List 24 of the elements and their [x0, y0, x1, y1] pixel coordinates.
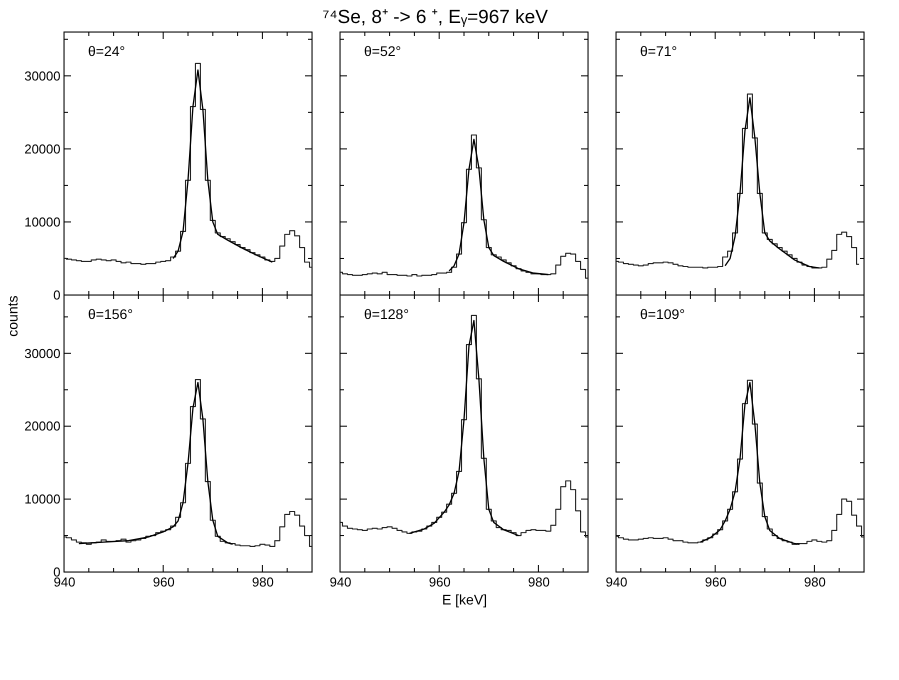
x-tick-label: 980: [528, 574, 550, 590]
y-tick-label: 10000: [24, 492, 60, 507]
y-axis-title: counts: [4, 296, 20, 337]
y-tick-label: 30000: [24, 346, 60, 361]
y-tick-label: 20000: [24, 418, 60, 434]
y-tick-label: 30000: [24, 68, 60, 84]
annotation: θ=71°: [640, 43, 678, 59]
y-tick-label: 20000: [24, 141, 60, 156]
annotation: θ=128°: [364, 306, 409, 322]
x-tick-label: 980: [804, 574, 826, 590]
x-tick-label: 940: [606, 574, 628, 590]
chart-title: ⁷⁴Se, 8⁺ -> 6 ⁺, Eᵧ=967 keV: [322, 7, 548, 28]
x-axis-title: E [keV]: [442, 592, 488, 608]
y-tick-label: 10000: [24, 214, 60, 230]
x-tick-label: 960: [152, 574, 175, 590]
y-tick-label: 0: [53, 288, 60, 302]
x-tick-label: 980: [252, 574, 274, 590]
annotation: θ=52°: [364, 43, 402, 59]
x-tick-label: 960: [704, 574, 727, 590]
annotation: θ=156°: [88, 306, 133, 322]
annotation: θ=109°: [640, 306, 685, 322]
x-tick-label: 960: [428, 574, 451, 590]
annotation: θ=24°: [88, 43, 126, 59]
x-tick-label: 940: [330, 574, 352, 590]
